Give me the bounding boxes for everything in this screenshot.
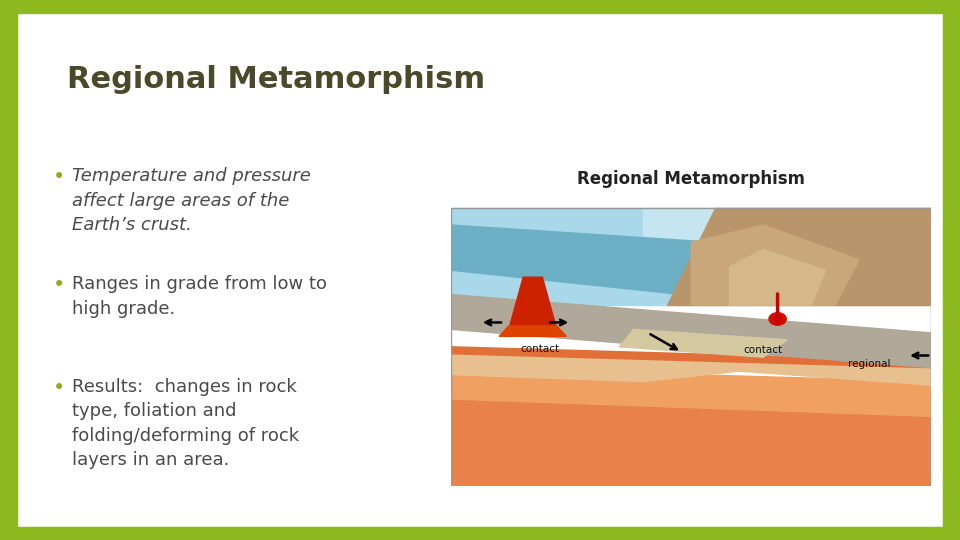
Polygon shape [451,347,931,368]
Text: contact: contact [744,345,782,355]
Text: Results:  changes in rock
type, foliation and
folding/deforming of rock
layers i: Results: changes in rock type, foliation… [72,378,300,469]
Circle shape [769,313,786,325]
Text: Regional Metamorphism: Regional Metamorphism [577,171,805,188]
Polygon shape [451,295,931,368]
Polygon shape [451,354,931,385]
Bar [451,207,931,305]
Polygon shape [451,368,931,416]
Polygon shape [499,326,566,336]
Polygon shape [451,399,931,486]
Text: •: • [53,275,65,295]
Text: Temperature and pressure
affect large areas of the
Earth’s crust.: Temperature and pressure affect large ar… [72,167,311,234]
Text: Ranges in grade from low to
high grade.: Ranges in grade from low to high grade. [72,275,327,318]
Text: regional: regional [848,359,890,369]
Polygon shape [619,329,787,357]
Text: contact: contact [520,344,560,354]
Polygon shape [451,225,715,298]
Polygon shape [509,277,557,329]
Polygon shape [643,207,931,277]
Polygon shape [667,207,931,305]
Polygon shape [691,225,859,305]
Text: •: • [53,167,65,187]
Bar [451,207,931,486]
Text: Regional Metamorphism: Regional Metamorphism [67,65,486,94]
Polygon shape [730,249,826,305]
Text: •: • [53,378,65,398]
